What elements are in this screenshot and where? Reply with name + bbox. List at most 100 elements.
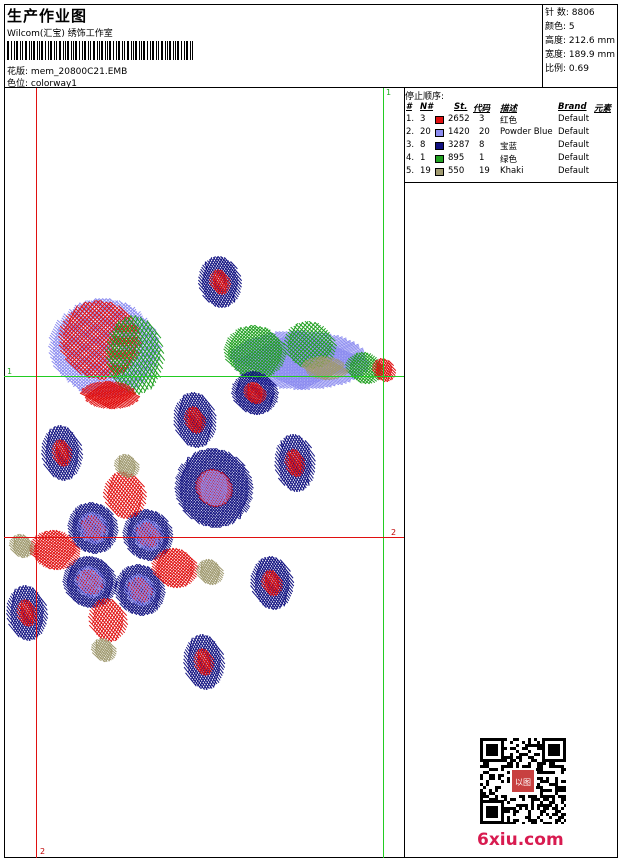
qr-module <box>540 744 543 747</box>
barcode-bar <box>124 41 125 60</box>
green-guide-vertical <box>383 88 384 858</box>
qr-module <box>510 759 513 762</box>
barcode-bar <box>50 41 52 60</box>
qr-module <box>528 750 531 753</box>
qr-module <box>531 795 534 798</box>
barcode-bar <box>63 41 64 60</box>
qr-module <box>510 753 513 756</box>
row-needle: 20 <box>420 127 431 137</box>
barcode-bar <box>14 41 15 60</box>
qr-module <box>528 738 531 741</box>
qr-module <box>564 813 566 816</box>
qr-module <box>525 807 528 810</box>
qr-module <box>549 822 552 824</box>
qr-module <box>510 741 513 744</box>
qr-module <box>507 807 510 810</box>
qr-module <box>483 771 486 774</box>
barcode-bar <box>65 41 66 60</box>
barcode-bar <box>11 41 12 60</box>
qr-module <box>537 768 540 771</box>
qr-module <box>504 759 507 762</box>
header-divider <box>542 4 543 88</box>
qr-module <box>555 792 558 795</box>
qr-module <box>555 789 558 792</box>
leaf-navy-7-center <box>193 648 215 676</box>
barcode-bar <box>99 41 100 60</box>
barcode-bar <box>7 41 9 60</box>
lower-petal-4-blue <box>123 573 157 607</box>
qr-module <box>492 792 495 795</box>
lower-petal-4-outline <box>114 563 166 617</box>
qr-module <box>537 741 540 744</box>
qr-module <box>561 813 564 816</box>
qr-module <box>501 765 504 768</box>
qr-module <box>543 795 546 798</box>
lower-petal-3-blue <box>73 565 107 599</box>
barcode-bar <box>184 41 185 60</box>
stitch-count: 针 数: 8806 <box>545 8 595 18</box>
row-code: 8 <box>479 140 485 150</box>
col-header-description: 描述 <box>500 104 518 114</box>
qr-module <box>537 804 540 807</box>
qr-module <box>504 756 507 759</box>
qr-module <box>546 822 549 824</box>
qr-module <box>549 795 552 798</box>
qr-module <box>540 765 543 768</box>
row-index: 5. <box>406 166 415 176</box>
qr-module <box>501 795 504 798</box>
row-description: 红色 <box>500 116 518 126</box>
qr-module <box>495 795 498 798</box>
qr-module <box>561 789 564 792</box>
row-needle: 19 <box>420 166 431 176</box>
qr-module <box>513 738 516 741</box>
qr-module <box>543 798 546 801</box>
row-brand: Default <box>558 153 590 163</box>
qr-module <box>555 777 558 780</box>
qr-module <box>534 819 537 822</box>
qr-module <box>549 762 552 765</box>
qr-module <box>513 747 516 750</box>
colorway-name: colorway1 <box>30 79 78 89</box>
qr-module <box>528 819 531 822</box>
qr-finder <box>486 744 498 756</box>
qr-module <box>552 813 555 816</box>
qr-module <box>540 780 543 783</box>
row-code: 19 <box>479 166 490 176</box>
qr-module <box>546 789 549 792</box>
qr-module <box>489 789 492 792</box>
col-header-brand: Brand <box>558 102 587 112</box>
barcode-bar <box>147 41 148 60</box>
qr-module <box>525 816 528 819</box>
qr-module <box>504 747 507 750</box>
qr-module <box>480 795 483 798</box>
qr-module <box>489 777 492 780</box>
barcode-bar <box>158 41 159 60</box>
color-stop-row: 1. 3 2652 3 红色 Default <box>405 114 619 127</box>
barcode-bar <box>67 41 69 60</box>
qr-module <box>543 810 546 813</box>
colorway-label: 色位: <box>7 79 29 89</box>
qr-module <box>510 798 513 801</box>
qr-seal <box>512 770 534 792</box>
qr-module <box>534 753 537 756</box>
qr-module <box>546 780 549 783</box>
qr-module <box>561 768 564 771</box>
color-stop-row: 4. 1 895 1 绿色 Default <box>405 153 619 166</box>
stop-sequence-panel: 停止顺序: # N# St. 代码 描述 Brand 元素 1. 3 2652 3 红色… <box>404 88 618 183</box>
qr-module <box>564 798 566 801</box>
row-index: 4. <box>406 153 415 163</box>
qr-module <box>549 783 552 786</box>
qr-module <box>516 744 519 747</box>
qr-module <box>519 756 522 759</box>
row-code: 1 <box>479 153 485 163</box>
row-stitches: 895 <box>448 153 465 163</box>
qr-module <box>528 795 531 798</box>
qr-module <box>564 768 566 771</box>
qr-module <box>543 789 546 792</box>
qr-module <box>543 807 546 810</box>
color-stop-row: 5. 19 550 19 Khaki Default <box>405 166 619 179</box>
barcode-bar <box>22 41 23 60</box>
barcode-bar <box>135 41 137 60</box>
qr-module <box>531 756 534 759</box>
qr-module <box>540 771 543 774</box>
